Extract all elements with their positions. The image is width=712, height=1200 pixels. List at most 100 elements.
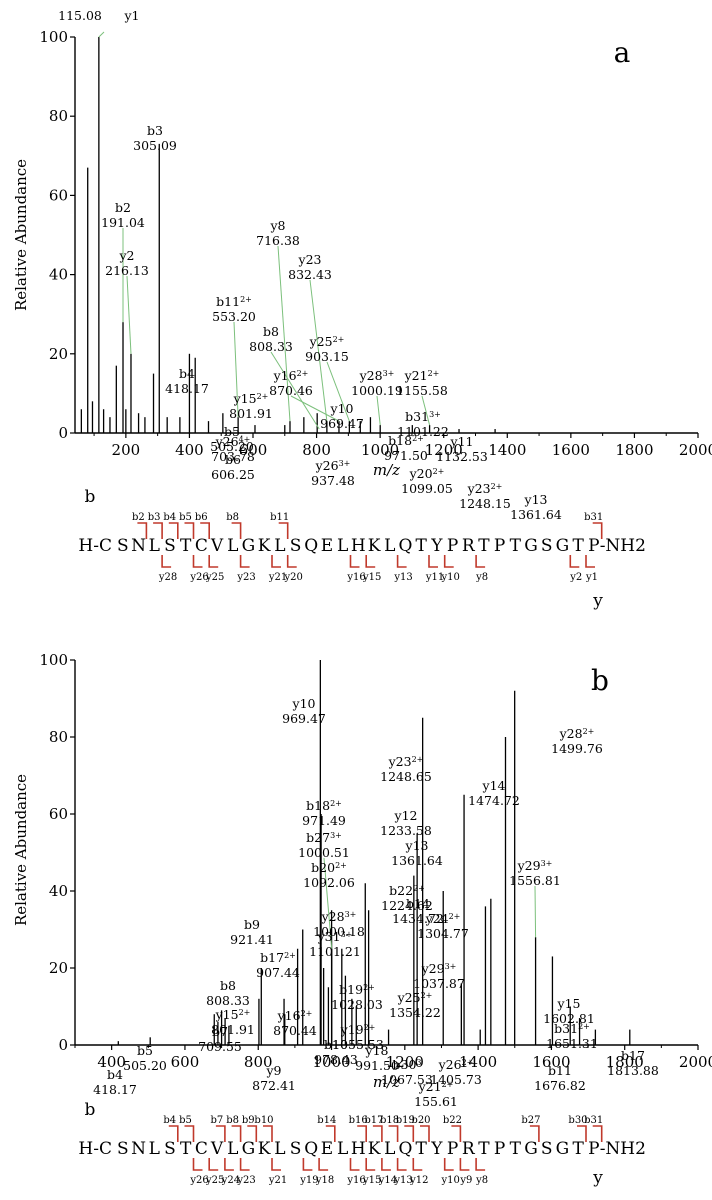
y-series-letter: y bbox=[592, 1168, 603, 1188]
sequence-residue: S bbox=[541, 536, 553, 556]
annotation-charge: 2+ bbox=[239, 1008, 251, 1017]
y-ion-bracket bbox=[475, 555, 486, 568]
annotation-ion: b8 bbox=[263, 324, 279, 339]
annotation-value: 1556.81 bbox=[509, 873, 561, 888]
annotation-value: 1434.72 bbox=[392, 911, 444, 926]
sequence-residue: H bbox=[351, 1139, 366, 1159]
sequence-residue: S bbox=[290, 536, 302, 556]
peak-annotation: b273+1000.51 bbox=[298, 830, 350, 860]
sequence-residue: G bbox=[524, 536, 538, 556]
y-ion-bracket bbox=[443, 1158, 454, 1171]
sequence-residue: K bbox=[258, 1139, 271, 1159]
b-ion-label: b11 bbox=[270, 512, 289, 523]
b-ion-bracket bbox=[200, 522, 210, 539]
y-ion-label: y25 bbox=[205, 1175, 224, 1186]
annotation-leader bbox=[270, 351, 320, 430]
y-ion-label: y19 bbox=[299, 1175, 318, 1186]
annotation-value: 1028.03 bbox=[331, 997, 383, 1012]
annotation-value: 505.20 bbox=[210, 439, 254, 454]
annotation-value: 1405.73 bbox=[430, 1072, 482, 1087]
annotation-value: 872.41 bbox=[252, 1078, 296, 1093]
y-ion-bracket bbox=[302, 1158, 313, 1171]
y-axis-title: Relative Abundance bbox=[12, 774, 30, 926]
peak-annotation: y252+1354.22 bbox=[389, 990, 441, 1020]
sequence-map: bH-C S N L S T C V L G K L S Q E L H K L Q T Y P R T P T G S G T P -NH2b… bbox=[78, 487, 646, 611]
y-ion-label: y13 bbox=[393, 572, 412, 583]
annotation-ion: b172+ bbox=[260, 950, 296, 965]
annotation-charge: 2+ bbox=[335, 861, 347, 870]
y-ion-label: y15 bbox=[362, 1175, 381, 1186]
sequence-prefix: H-C bbox=[78, 1139, 112, 1159]
y-ion-bracket bbox=[428, 555, 438, 568]
annotation-value: 703.78 bbox=[211, 449, 255, 464]
x-tick-label: 200 bbox=[112, 441, 141, 459]
sequence-residue: L bbox=[337, 536, 348, 556]
sequence-residue: T bbox=[478, 536, 490, 556]
b-ion-bracket bbox=[357, 1125, 367, 1142]
x-tick-label: 600 bbox=[239, 441, 268, 459]
sequence-map: bH-C S N L S T C V L G K L S Q E L H K L Q T Y P R T P T G S G T P -NH2b… bbox=[78, 1100, 646, 1188]
annotation-value: 1361.64 bbox=[391, 853, 443, 868]
annotation-value: 709.55 bbox=[198, 1039, 242, 1054]
y-ion-label: y9 bbox=[459, 1175, 472, 1186]
annotation-value: 606.25 bbox=[211, 467, 255, 482]
annotation-ion: b303 bbox=[392, 1057, 421, 1072]
sequence-residue: P bbox=[588, 536, 599, 556]
sequence-residue: L bbox=[384, 536, 395, 556]
peak-annotation: b202+1092.06 bbox=[303, 860, 355, 890]
sequence-residue: P bbox=[447, 1139, 458, 1159]
annotation-charge: 3+ bbox=[383, 369, 395, 378]
annotation-value: 969.47 bbox=[282, 711, 326, 726]
annotation-ion: b10 bbox=[324, 1037, 348, 1052]
sequence-residue: L bbox=[227, 536, 238, 556]
annotation-leader bbox=[421, 395, 431, 426]
annotation-value: 978.43 bbox=[314, 1052, 358, 1067]
x-tick-label: 800 bbox=[244, 1053, 273, 1071]
y-ion-bracket bbox=[239, 1158, 250, 1171]
sequence-residue: E bbox=[321, 536, 333, 556]
annotation-value: 1602.81 bbox=[543, 1011, 595, 1026]
annotation-charge: 3+ bbox=[429, 410, 441, 419]
annotation-value: 1248.65 bbox=[380, 769, 432, 784]
sequence-residue: C bbox=[195, 1139, 208, 1159]
annotation-value: 1000.51 bbox=[298, 845, 350, 860]
peak-annotation: b112+553.20 bbox=[212, 294, 256, 324]
y-ion-bracket bbox=[192, 555, 203, 568]
annotation-value: 305.09 bbox=[133, 138, 177, 153]
annotation-value: 1099.05 bbox=[401, 481, 453, 496]
annotation-ion: y252+ bbox=[397, 990, 433, 1005]
spectrum-panel-b: 0 20 40 60 80 100 400 600 800 1000 1200 1400 1600 180… bbox=[12, 651, 712, 1109]
sequence-residue: Q bbox=[304, 536, 318, 556]
peak-annotation: y232+1248.65 bbox=[380, 754, 432, 784]
annotation-charge: 3+ bbox=[345, 910, 357, 919]
annotation-ion: b14 bbox=[406, 896, 430, 911]
y-tick-label: 40 bbox=[49, 882, 68, 900]
b-ion-label: b5 bbox=[179, 512, 192, 523]
annotation-charge: 2+ bbox=[442, 1080, 454, 1089]
annotation-charge: 2+ bbox=[297, 369, 309, 378]
b-ion-bracket bbox=[137, 522, 148, 539]
b-ion-label: b10 bbox=[254, 1115, 273, 1126]
y-ion-label: y23 bbox=[236, 572, 255, 583]
annotation-ion: b7 bbox=[212, 1024, 228, 1039]
y-ion-label: y12 bbox=[409, 1175, 428, 1186]
b-ion-bracket bbox=[529, 1125, 540, 1142]
annotation-charge: 2+ bbox=[578, 1022, 590, 1031]
annotation-ion: b17 bbox=[621, 1048, 645, 1063]
annotation-charge: 3+ bbox=[341, 930, 353, 939]
annotation-ion: y10 bbox=[330, 401, 354, 416]
y-ion-bracket bbox=[365, 1158, 376, 1171]
annotation-ion: b273+ bbox=[306, 830, 342, 845]
annotation-charge: 2+ bbox=[433, 467, 445, 476]
annotation-ion: b9 bbox=[244, 917, 260, 932]
sequence-residue: L bbox=[274, 1139, 285, 1159]
peak-annotation: y152+801.91 bbox=[229, 391, 273, 421]
sequence-residue: G bbox=[556, 1139, 570, 1159]
